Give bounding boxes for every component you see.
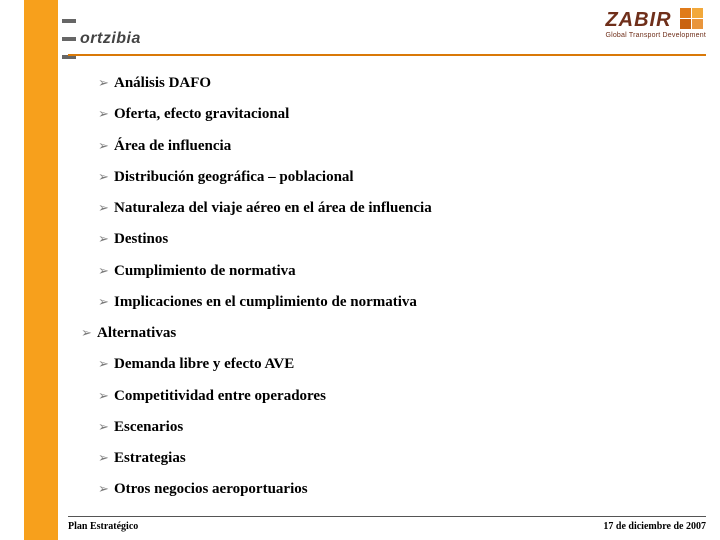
logo-left: ortzibia xyxy=(62,12,141,66)
bullet-arrow-icon: ➢ xyxy=(98,231,114,247)
agenda-item: ➢Cumplimiento de normativa xyxy=(98,262,700,281)
agenda-list: ➢Análisis DAFO➢Oferta, efecto gravitacio… xyxy=(98,74,700,512)
logo-right: ZABIR Global Transport Development xyxy=(605,8,706,39)
bullet-arrow-icon: ➢ xyxy=(98,481,114,497)
bullet-arrow-icon: ➢ xyxy=(98,450,114,466)
agenda-item-label: Distribución geográfica – poblacional xyxy=(114,169,354,185)
footer-right: 17 de diciembre de 2007 xyxy=(603,521,706,532)
agenda-item: ➢Otros negocios aeroportuarios xyxy=(98,480,700,499)
agenda-item-label: Análisis DAFO xyxy=(114,75,211,91)
agenda-item-label: Cumplimiento de normativa xyxy=(114,263,296,279)
bullet-arrow-icon: ➢ xyxy=(98,200,114,216)
footer: Plan Estratégico 17 de diciembre de 2007 xyxy=(68,516,706,532)
agenda-item-label: Implicaciones en el cumplimiento de norm… xyxy=(114,294,417,310)
bullet-arrow-icon: ➢ xyxy=(81,325,97,341)
logo-left-text: ortzibia xyxy=(80,30,141,47)
agenda-item-label: Competitividad entre operadores xyxy=(114,388,326,404)
agenda-item: ➢Oferta, efecto gravitacional xyxy=(98,105,700,124)
agenda-item: ➢Estrategias xyxy=(98,449,700,468)
footer-left: Plan Estratégico xyxy=(68,521,138,532)
logo-right-swatch-icon xyxy=(680,8,706,32)
agenda-item-label: Escenarios xyxy=(114,419,183,435)
agenda-item-label: Otros negocios aeroportuarios xyxy=(114,481,308,497)
bullet-arrow-icon: ➢ xyxy=(98,294,114,310)
bullet-arrow-icon: ➢ xyxy=(98,75,114,91)
bullet-arrow-icon: ➢ xyxy=(98,169,114,185)
bullet-arrow-icon: ➢ xyxy=(98,263,114,279)
bullet-arrow-icon: ➢ xyxy=(98,138,114,154)
agenda-item: ➢Área de influencia xyxy=(98,137,700,156)
agenda-item-label: Área de influencia xyxy=(114,138,231,154)
agenda-item: ➢Implicaciones en el cumplimiento de nor… xyxy=(98,293,700,312)
agenda-item-label: Alternativas xyxy=(97,325,176,341)
agenda-item-label: Naturaleza del viaje aéreo en el área de… xyxy=(114,200,432,216)
agenda-item: ➢Distribución geográfica – poblacional xyxy=(98,168,700,187)
agenda-item: ➢Competitividad entre operadores xyxy=(98,387,700,406)
agenda-item-label: Demanda libre y efecto AVE xyxy=(114,356,294,372)
agenda-item-label: Estrategias xyxy=(114,450,186,466)
bullet-arrow-icon: ➢ xyxy=(98,419,114,435)
header-rule xyxy=(68,54,706,56)
logo-right-brand: ZABIR xyxy=(605,9,671,32)
agenda-item: ➢Naturaleza del viaje aéreo en el área d… xyxy=(98,199,700,218)
logo-left-bars-icon xyxy=(62,12,76,66)
agenda-item: ➢Demanda libre y efecto AVE xyxy=(98,355,700,374)
agenda-item: ➢Alternativas xyxy=(81,324,700,343)
agenda-item-label: Destinos xyxy=(114,231,168,247)
agenda-item: ➢Escenarios xyxy=(98,418,700,437)
bullet-arrow-icon: ➢ xyxy=(98,106,114,122)
agenda-item: ➢Destinos xyxy=(98,230,700,249)
logo-right-tagline: Global Transport Development xyxy=(605,32,706,39)
bullet-arrow-icon: ➢ xyxy=(98,356,114,372)
vertical-accent-bar xyxy=(24,0,58,540)
bullet-arrow-icon: ➢ xyxy=(98,388,114,404)
agenda-item: ➢Análisis DAFO xyxy=(98,74,700,93)
header: ortzibia ZABIR Global Transport Developm… xyxy=(0,0,720,56)
agenda-item-label: Oferta, efecto gravitacional xyxy=(114,106,289,122)
